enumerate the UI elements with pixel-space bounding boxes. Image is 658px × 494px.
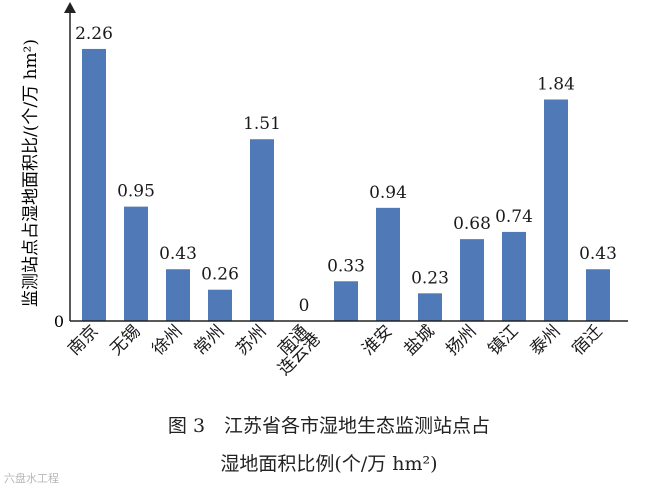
bar-1 — [82, 48, 106, 321]
x-tick-label-10: 扬州 — [442, 321, 480, 359]
x-tick-label-9: 盐城 — [400, 321, 438, 359]
x-tick-label-11: 镇江 — [484, 321, 522, 359]
y-axis-arrow — [64, 2, 76, 13]
x-tick-label-3: 徐州 — [148, 321, 186, 359]
x-tick-label-13: 宿迁 — [568, 321, 606, 359]
value-label-9: 0.23 — [411, 268, 449, 288]
bars-group — [82, 48, 610, 321]
figure-caption-line-1: 图 3 江苏省各市湿地生态监测站点占 — [167, 415, 491, 437]
value-label-8: 0.94 — [369, 183, 407, 203]
bar-8 — [376, 207, 400, 321]
value-label-5: 1.51 — [243, 114, 281, 134]
x-tick-label-5: 苏州 — [232, 321, 270, 359]
bar-2 — [124, 206, 148, 321]
y-tick-label: 0 — [54, 312, 64, 331]
bar-9 — [418, 293, 442, 321]
figure-caption-line-2: 湿地面积比例(个/万 hm²) — [220, 453, 438, 475]
value-label-2: 0.95 — [117, 182, 155, 202]
value-label-12: 1.84 — [537, 74, 575, 94]
bar-4 — [208, 289, 232, 321]
bar-13 — [586, 269, 610, 321]
bar-11 — [502, 231, 526, 321]
value-label-3: 0.43 — [159, 244, 197, 264]
bar-3 — [166, 269, 190, 321]
value-label-6: 0 — [299, 296, 310, 316]
value-label-7: 0.33 — [327, 256, 365, 276]
value-label-11: 0.74 — [495, 207, 533, 227]
bar-12 — [544, 99, 568, 321]
x-tick-label-12: 泰州 — [526, 321, 564, 359]
value-label-4: 0.26 — [201, 265, 239, 285]
bar-7 — [334, 281, 358, 321]
y-axis-label: 监测站点占湿地面积比/(个/万 hm²) — [21, 39, 41, 307]
value-label-1: 2.26 — [75, 24, 113, 44]
x-tick-label-8: 淮安 — [358, 321, 396, 359]
x-tick-label-2: 无锡 — [106, 321, 144, 359]
watermark: 六盘水工程 — [4, 472, 59, 485]
value-label-13: 0.43 — [579, 244, 617, 264]
bar-5 — [250, 139, 274, 321]
x-tick-label-4: 常州 — [190, 321, 228, 359]
value-label-10: 0.68 — [453, 214, 491, 234]
bar-10 — [460, 239, 484, 321]
x-tick-label-1: 南京 — [64, 321, 102, 359]
